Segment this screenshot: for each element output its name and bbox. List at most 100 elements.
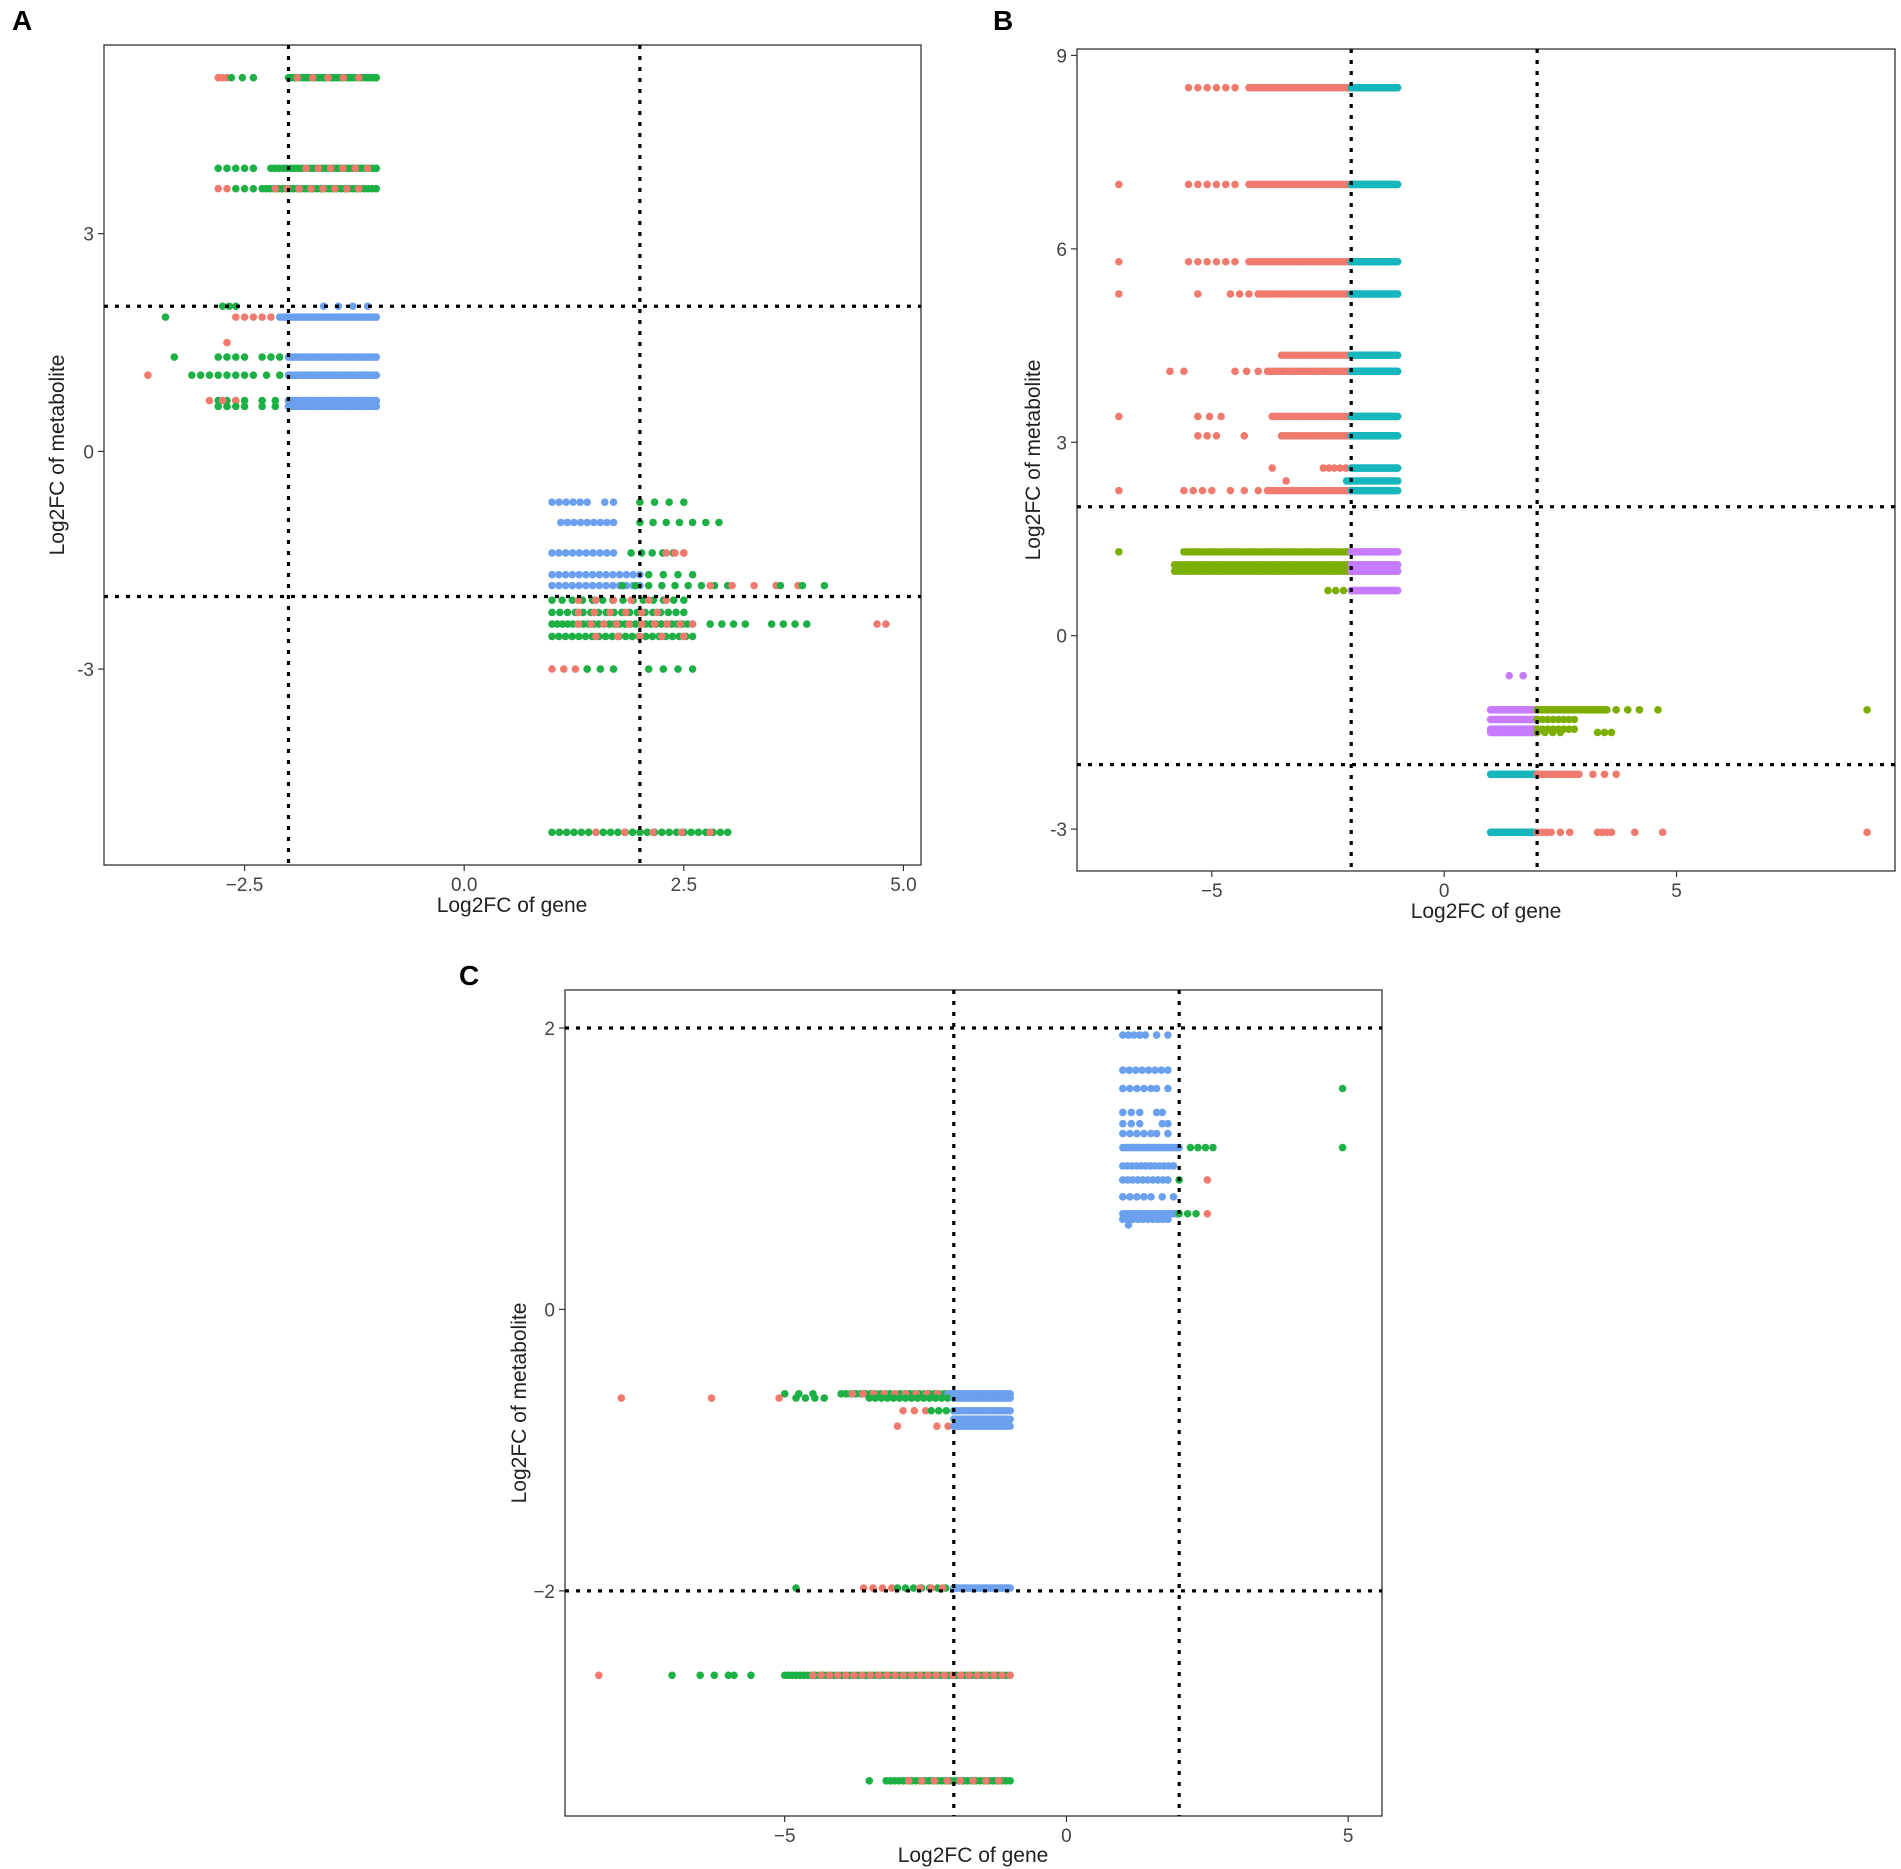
- data-point-a: [675, 518, 684, 527]
- data-point-a: [598, 596, 607, 604]
- data-point-b: [1212, 257, 1221, 266]
- data-point-a: [622, 570, 631, 579]
- panel-label-b: B: [993, 5, 1013, 36]
- data-point-a: [249, 371, 258, 379]
- x-axis-title-a: Log2FC of gene: [437, 894, 588, 917]
- data-point-c: [1147, 1084, 1155, 1093]
- data-point-a: [636, 518, 644, 527]
- data-point-a: [563, 518, 572, 527]
- data-point-a: [629, 570, 637, 579]
- data-point-c: [1119, 1066, 1127, 1075]
- data-point-a: [223, 371, 231, 379]
- data-point-a: [653, 608, 662, 617]
- data-point-b: [1194, 180, 1202, 189]
- data-point-a: [706, 581, 714, 590]
- data-point-c: [917, 1777, 926, 1785]
- data-point-a: [231, 302, 240, 311]
- data-point-a: [588, 570, 597, 579]
- data-point-a: [683, 620, 692, 628]
- data-point-c: [1133, 1193, 1141, 1201]
- data-point-a: [638, 620, 646, 628]
- data-point-a: [674, 665, 682, 673]
- y-tick-label: 3: [83, 225, 94, 246]
- data-point-c: [933, 1422, 941, 1431]
- data-point-c: [1194, 1143, 1202, 1152]
- data-point-a: [240, 371, 249, 379]
- data-point-a: [589, 549, 597, 557]
- data-point-b: [1635, 706, 1644, 714]
- data-point-b: [1593, 728, 1602, 737]
- data-point-a: [631, 581, 640, 590]
- data-point-a: [609, 498, 618, 506]
- data-point-a: [609, 549, 618, 557]
- data-point-c: [859, 1390, 867, 1398]
- data-point-a: [557, 518, 565, 527]
- data-point-a: [240, 184, 249, 193]
- data-point-a: [680, 596, 688, 604]
- data-point-a: [548, 665, 556, 673]
- data-point-b: [1623, 706, 1632, 714]
- data-point-c: [1158, 1108, 1167, 1117]
- data-point-c: [899, 1671, 908, 1680]
- data-point-a: [605, 620, 614, 628]
- data-point-a: [372, 396, 381, 405]
- data-point-b: [1194, 290, 1202, 298]
- data-point-a: [231, 184, 240, 193]
- data-point-b: [1331, 586, 1340, 595]
- data-point-a: [576, 518, 585, 527]
- data-point-c: [825, 1671, 834, 1680]
- x-axis-title-c: Log2FC of gene: [898, 1844, 1049, 1867]
- data-point-a: [574, 620, 583, 628]
- data-point-a: [227, 73, 236, 82]
- data-point-a: [716, 828, 725, 837]
- data-point-a: [615, 570, 624, 579]
- data-point-a: [574, 608, 583, 617]
- data-point-c: [1147, 1193, 1155, 1201]
- data-point-a: [625, 620, 633, 628]
- y-tick-label: 9: [1056, 46, 1067, 67]
- data-point-a: [741, 620, 750, 628]
- data-point-a: [568, 549, 577, 557]
- data-point-a: [596, 549, 604, 557]
- data-point-c: [801, 1394, 810, 1402]
- data-point-c: [1006, 1671, 1014, 1680]
- panel-a: A −2.5 0.0 2.5 5.0 3 0 -3 Log2FC of gene Log2…: [12, 5, 922, 917]
- data-point-b: [1194, 257, 1202, 266]
- data-point-b: [1393, 477, 1402, 485]
- data-point-a: [650, 498, 659, 506]
- data-point-a: [621, 632, 630, 641]
- data-point-a: [571, 665, 580, 673]
- data-point-a: [706, 828, 714, 837]
- data-point-b: [1115, 486, 1123, 495]
- data-point-a: [590, 608, 598, 617]
- data-point-c: [943, 1394, 952, 1402]
- data-point-c: [1152, 1084, 1161, 1093]
- data-point-a: [574, 596, 583, 604]
- data-point-c: [1169, 1193, 1178, 1201]
- panel-c: C −5 0 5 2 0 −2 Log2FC of gene Log2FC of met…: [459, 960, 1383, 1867]
- data-point-b: [1554, 715, 1563, 724]
- data-point-a: [205, 371, 214, 379]
- data-point-b: [1393, 257, 1402, 266]
- data-point-a: [627, 596, 635, 604]
- data-point-a: [249, 164, 258, 173]
- data-point-c: [833, 1671, 842, 1680]
- data-point-b: [1254, 367, 1263, 376]
- data-point-c: [1203, 1176, 1212, 1184]
- data-point-b: [1630, 828, 1639, 837]
- x-tick-label: 0: [1061, 1826, 1072, 1847]
- data-point-b: [1217, 412, 1225, 421]
- data-point-a: [218, 302, 227, 311]
- data-point-a: [644, 665, 653, 673]
- data-point-b: [1543, 715, 1552, 724]
- y-ticks-b: 9 6 3 0 -3: [1050, 46, 1077, 841]
- data-point-c: [891, 1671, 899, 1680]
- data-point-c: [919, 1394, 928, 1402]
- data-point-b: [1393, 464, 1402, 472]
- data-point-c: [865, 1777, 874, 1785]
- data-point-b: [1319, 464, 1328, 472]
- data-point-a: [609, 665, 618, 673]
- data-point-c: [1130, 1031, 1138, 1039]
- data-point-a: [275, 371, 284, 379]
- y-tick-label: -3: [77, 660, 94, 681]
